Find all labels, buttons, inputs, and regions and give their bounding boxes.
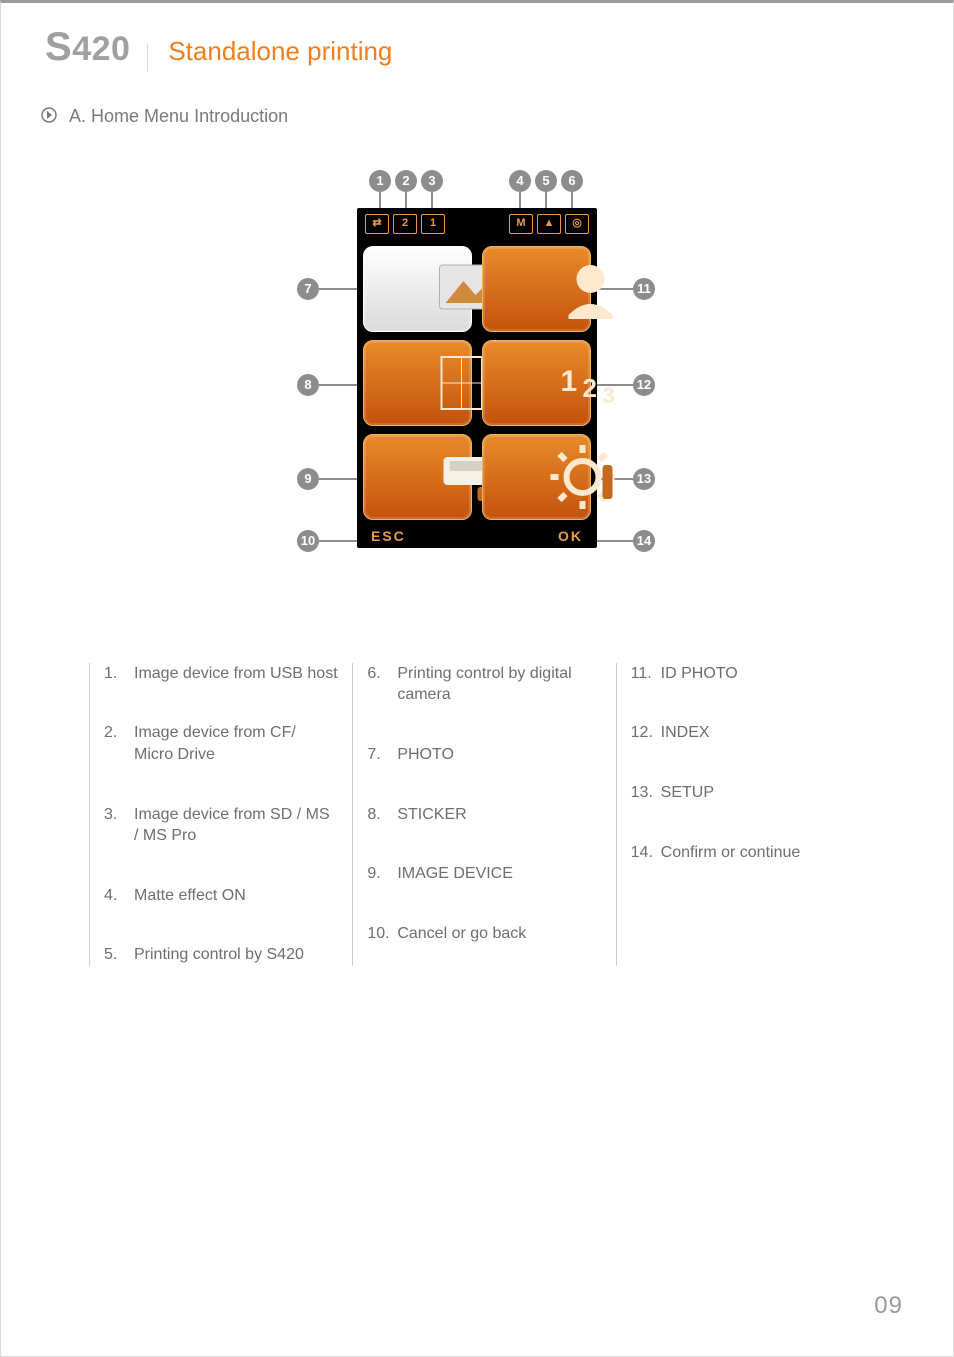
tile-sticker bbox=[363, 340, 472, 426]
legend-item: 1.Image device from USB host bbox=[104, 663, 338, 685]
legend-item: 12.INDEX bbox=[631, 722, 865, 744]
tile-id-photo bbox=[482, 246, 591, 332]
sd-slot-icon: 1 bbox=[421, 214, 445, 234]
callout-2: 2 bbox=[395, 170, 417, 192]
tile-setup bbox=[482, 434, 591, 520]
camera-ctrl-icon: ◎ bbox=[565, 214, 589, 234]
manual-page: S420 Standalone printing A. Home Menu In… bbox=[0, 0, 954, 1357]
svg-text:1: 1 bbox=[560, 365, 577, 398]
legend-item: 14.Confirm or continue bbox=[631, 842, 865, 864]
print-ctrl-icon: ▲ bbox=[537, 214, 561, 234]
page-number: 09 bbox=[874, 1292, 903, 1320]
cf-slot-icon: 2 bbox=[393, 214, 417, 234]
lead bbox=[591, 540, 633, 542]
callout-8: 8 bbox=[297, 374, 319, 396]
header-divider bbox=[147, 44, 148, 72]
figure-container: 1 2 3 4 5 6 7 8 9 10 11 12 bbox=[1, 128, 953, 593]
callout-10: 10 bbox=[297, 530, 319, 552]
usb-host-icon: ⇄ bbox=[365, 214, 389, 234]
callout-1: 1 bbox=[369, 170, 391, 192]
legend-item: 5.Printing control by S420 bbox=[104, 944, 338, 966]
legend-item: 4.Matte effect ON bbox=[104, 885, 338, 907]
callout-4: 4 bbox=[509, 170, 531, 192]
screen-footer: ESC OK bbox=[363, 520, 591, 544]
legend: 1.Image device from USB host 2.Image dev… bbox=[1, 593, 953, 966]
legend-item: 10.Cancel or go back bbox=[367, 923, 601, 945]
callout-5: 5 bbox=[535, 170, 557, 192]
matte-icon: M bbox=[509, 214, 533, 234]
tile-index: 123 bbox=[482, 340, 591, 426]
svg-text:2: 2 bbox=[582, 373, 596, 403]
legend-item: 2.Image device from CF/ Micro Drive bbox=[104, 722, 338, 765]
home-menu-figure: 1 2 3 4 5 6 7 8 9 10 11 12 bbox=[277, 168, 677, 588]
callout-7: 7 bbox=[297, 278, 319, 300]
tile-image-device bbox=[363, 434, 472, 520]
legend-item: 3.Image device from SD / MS / MS Pro bbox=[104, 804, 338, 847]
callout-3: 3 bbox=[421, 170, 443, 192]
callout-9: 9 bbox=[297, 468, 319, 490]
legend-item: 6.Printing control by digital camera bbox=[367, 663, 601, 706]
legend-item: 7.PHOTO bbox=[367, 744, 601, 766]
model-label: S420 bbox=[45, 25, 130, 70]
legend-item: 9.IMAGE DEVICE bbox=[367, 863, 601, 885]
subheading-text: A. Home Menu Introduction bbox=[69, 106, 288, 126]
legend-col-2: 6.Printing control by digital camera 7.P… bbox=[352, 663, 615, 966]
esc-label: ESC bbox=[371, 528, 406, 544]
page-header: S420 Standalone printing bbox=[1, 3, 953, 76]
callout-14: 14 bbox=[633, 530, 655, 552]
legend-item: 8.STICKER bbox=[367, 804, 601, 826]
ok-label: OK bbox=[558, 528, 583, 544]
legend-item: 13.SETUP bbox=[631, 782, 865, 804]
svg-text:3: 3 bbox=[602, 383, 614, 408]
legend-col-1: 1.Image device from USB host 2.Image dev… bbox=[89, 663, 352, 966]
legend-item: 11.ID PHOTO bbox=[631, 663, 865, 685]
subheading: A. Home Menu Introduction bbox=[1, 76, 953, 128]
arrow-bullet-icon bbox=[41, 107, 57, 128]
device-screen: ⇄ 2 1 M ▲ ◎ bbox=[357, 208, 597, 548]
section-title: Standalone printing bbox=[168, 36, 392, 67]
tile-photo bbox=[363, 246, 472, 332]
status-bar: ⇄ 2 1 M ▲ ◎ bbox=[363, 214, 591, 238]
callout-6: 6 bbox=[561, 170, 583, 192]
legend-col-3: 11.ID PHOTO 12.INDEX 13.SETUP 14.Confirm… bbox=[616, 663, 879, 966]
